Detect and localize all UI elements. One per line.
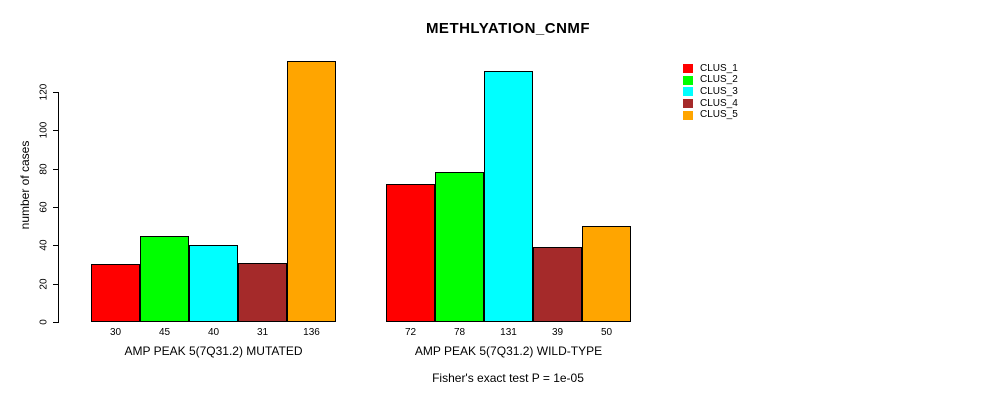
legend-row-CLUS_4: CLUS_4 bbox=[683, 98, 738, 110]
bar-CLUS_4-group1 bbox=[238, 263, 287, 322]
bar-value-CLUS_2-group1: 45 bbox=[158, 327, 171, 338]
bar-value-CLUS_4-group1: 31 bbox=[256, 327, 269, 338]
bar-CLUS_4-group2 bbox=[533, 247, 582, 322]
bar-value-CLUS_1-group2: 72 bbox=[404, 327, 417, 338]
legend-swatch-CLUS_2 bbox=[683, 75, 693, 85]
legend-swatch-CLUS_5 bbox=[683, 110, 693, 120]
y-tick-mark-0 bbox=[53, 322, 58, 323]
bar-CLUS_5-group2 bbox=[582, 226, 631, 322]
chart-title: METHLYATION_CNMF bbox=[425, 20, 591, 37]
bar-CLUS_1-group2 bbox=[386, 184, 435, 322]
bar-value-CLUS_3-group1: 40 bbox=[207, 327, 220, 338]
y-tick-label-0: 0 bbox=[38, 319, 50, 325]
bar-CLUS_2-group1 bbox=[140, 236, 189, 322]
legend-label-CLUS_3: CLUS_3 bbox=[700, 85, 738, 97]
y-tick-label-60: 60 bbox=[38, 201, 50, 213]
y-tick-mark-20 bbox=[53, 283, 58, 285]
fisher-test-annotation: Fisher's exact test P = 1e-05 bbox=[432, 371, 584, 385]
group-label-wild-type: AMP PEAK 5(7Q31.2) WILD-TYPE bbox=[414, 344, 603, 358]
bar-value-CLUS_4-group2: 39 bbox=[551, 327, 564, 338]
y-tick-mark-60 bbox=[53, 207, 58, 208]
legend-swatch-CLUS_4 bbox=[683, 99, 693, 109]
legend-label-CLUS_4: CLUS_4 bbox=[700, 97, 738, 109]
legend-swatch-CLUS_3 bbox=[683, 87, 693, 97]
bar-value-CLUS_3-group2: 131 bbox=[500, 327, 517, 338]
bar-CLUS_2-group2 bbox=[435, 172, 484, 322]
y-axis-line bbox=[58, 92, 59, 323]
y-tick-label-100: 100 bbox=[38, 121, 50, 139]
bar-CLUS_5-group1 bbox=[287, 61, 336, 322]
legend-label-CLUS_5: CLUS_5 bbox=[700, 109, 738, 121]
y-tick-mark-100 bbox=[53, 130, 58, 132]
y-tick-label-80: 80 bbox=[38, 163, 50, 175]
y-tick-mark-40 bbox=[53, 245, 58, 247]
legend-row-CLUS_3: CLUS_3 bbox=[683, 86, 738, 98]
group-label-mutated: AMP PEAK 5(7Q31.2) MUTATED bbox=[124, 344, 303, 358]
bar-value-CLUS_5-group2: 50 bbox=[600, 327, 613, 338]
legend-swatch-CLUS_1 bbox=[683, 64, 693, 74]
bar-value-CLUS_5-group1: 136 bbox=[303, 327, 320, 338]
y-tick-label-120: 120 bbox=[38, 83, 50, 101]
y-tick-mark-120 bbox=[53, 92, 58, 93]
y-tick-label-20: 20 bbox=[38, 278, 50, 290]
legend-label-CLUS_1: CLUS_1 bbox=[700, 62, 738, 74]
y-tick-mark-80 bbox=[53, 168, 58, 170]
bar-CLUS_1-group1 bbox=[91, 264, 140, 322]
legend-row-CLUS_2: CLUS_2 bbox=[683, 75, 738, 87]
legend-row-CLUS_1: CLUS_1 bbox=[683, 63, 738, 75]
bar-value-CLUS_1-group1: 30 bbox=[109, 327, 122, 338]
bar-value-CLUS_2-group2: 78 bbox=[453, 327, 466, 338]
bar-CLUS_3-group1 bbox=[189, 245, 238, 322]
bar-CLUS_3-group2 bbox=[484, 71, 533, 322]
y-tick-label-40: 40 bbox=[38, 239, 50, 251]
y-axis-title: number of cases bbox=[18, 140, 32, 230]
legend: CLUS_1 CLUS_2 CLUS_3 CLUS_4 CLUS_5 bbox=[683, 63, 738, 121]
legend-row-CLUS_5: CLUS_5 bbox=[683, 109, 738, 121]
legend-label-CLUS_2: CLUS_2 bbox=[700, 74, 738, 86]
